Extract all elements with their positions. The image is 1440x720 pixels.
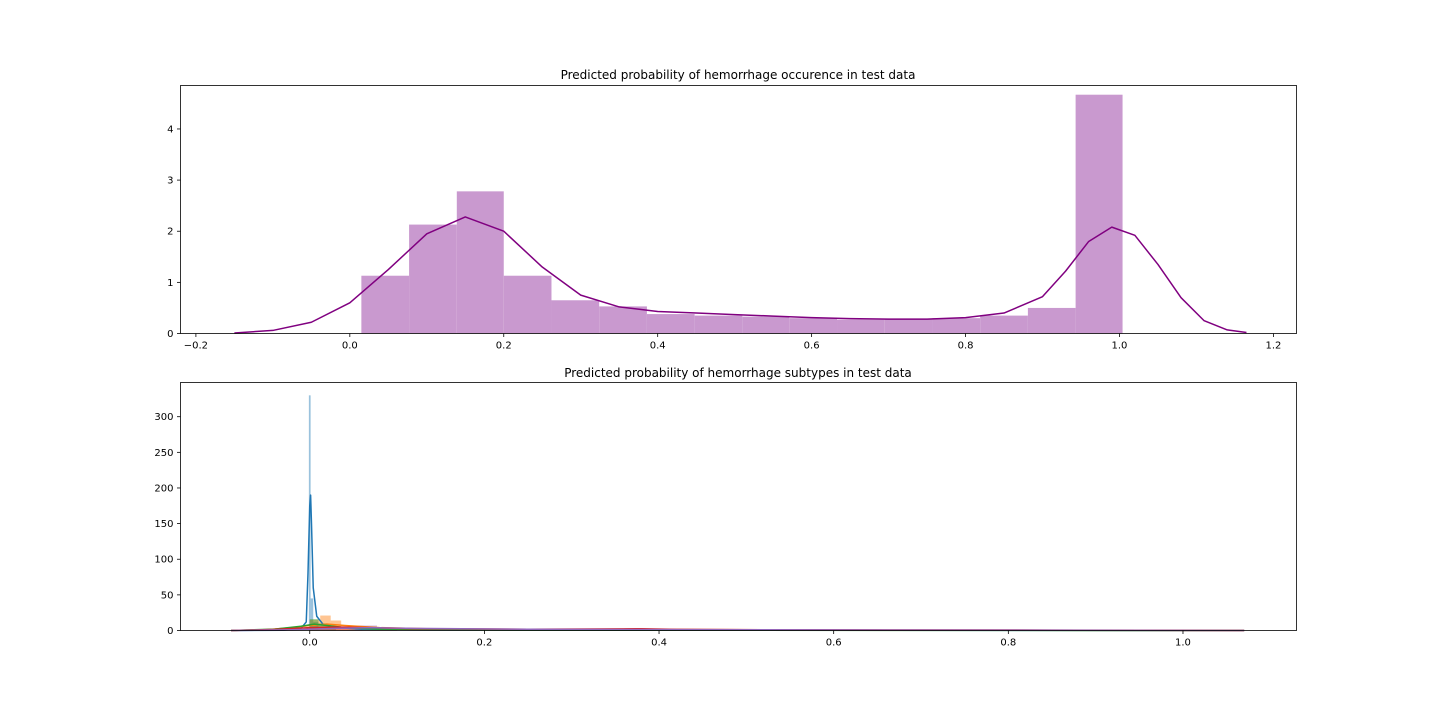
kde-line bbox=[234, 216, 1247, 334]
chart-title: Predicted probability of hemorrhage occu… bbox=[561, 68, 916, 82]
kde-line bbox=[231, 626, 1245, 632]
histogram-bar bbox=[884, 319, 933, 334]
y-tick-label: 250 bbox=[154, 448, 173, 459]
x-tick-label: 1.2 bbox=[1265, 341, 1281, 352]
y-tick-label: 2 bbox=[167, 227, 173, 238]
histogram-bar bbox=[551, 300, 600, 334]
chart-hemorrhage-subtypes: Predicted probability of hemorrhage subt… bbox=[154, 366, 1297, 649]
axes-frame bbox=[180, 382, 1297, 631]
histogram-bar bbox=[456, 191, 504, 334]
y-tick-label: 150 bbox=[154, 519, 173, 530]
histogram-bar bbox=[361, 275, 410, 334]
y-tick-label: 0 bbox=[167, 329, 173, 340]
x-tick-label: 0.0 bbox=[342, 341, 358, 352]
plot-area bbox=[234, 94, 1247, 334]
histogram-bar bbox=[837, 319, 885, 334]
x-tick-label: 0.0 bbox=[302, 638, 318, 649]
histogram-bar bbox=[932, 318, 981, 334]
axes-frame bbox=[180, 85, 1297, 334]
y-axis-ticks: 0 1 2 3 4 bbox=[167, 124, 181, 340]
x-tick-label: 0.2 bbox=[476, 638, 492, 649]
kde-line bbox=[231, 494, 1245, 632]
y-tick-label: 0 bbox=[167, 626, 173, 637]
x-tick-label: 0.6 bbox=[826, 638, 842, 649]
y-tick-label: 1 bbox=[167, 278, 173, 289]
histogram-bar bbox=[1075, 94, 1123, 334]
histogram-bar bbox=[646, 314, 695, 334]
x-tick-label: 0.8 bbox=[1000, 638, 1016, 649]
histogram-bar bbox=[980, 315, 1028, 334]
histogram-bar bbox=[742, 316, 790, 334]
x-tick-label: 0.4 bbox=[651, 638, 667, 649]
histogram-bar bbox=[310, 598, 314, 631]
x-tick-label: 0.8 bbox=[958, 341, 974, 352]
histogram-bar bbox=[694, 315, 743, 334]
x-tick-label: 0.6 bbox=[804, 341, 820, 352]
histogram-bar bbox=[599, 306, 647, 334]
histogram-bar bbox=[503, 275, 552, 334]
x-axis-ticks: −0.2 0.0 0.2 0.4 0.6 0.8 1.0 1.2 bbox=[184, 333, 1281, 352]
y-tick-label: 3 bbox=[167, 176, 173, 187]
histogram-bar bbox=[313, 621, 319, 631]
histogram-bar bbox=[1027, 307, 1076, 334]
x-tick-label: −0.2 bbox=[184, 341, 208, 352]
histogram-bar bbox=[789, 318, 838, 334]
x-tick-label: 0.4 bbox=[650, 341, 666, 352]
chart-title: Predicted probability of hemorrhage subt… bbox=[564, 366, 912, 380]
y-tick-label: 50 bbox=[161, 590, 174, 601]
y-tick-label: 100 bbox=[154, 555, 173, 566]
x-tick-label: 1.0 bbox=[1175, 638, 1191, 649]
histogram-bar bbox=[409, 224, 457, 334]
x-tick-label: 0.2 bbox=[496, 341, 512, 352]
x-tick-label: 1.0 bbox=[1112, 341, 1128, 352]
plot-area bbox=[231, 395, 1245, 632]
y-tick-label: 4 bbox=[167, 124, 173, 135]
chart-hemorrhage-occurrence: Predicted probability of hemorrhage occu… bbox=[167, 68, 1297, 352]
y-tick-label: 200 bbox=[154, 483, 173, 494]
y-tick-label: 300 bbox=[154, 412, 173, 423]
y-axis-ticks: 0 50 100 150 200 250 300 bbox=[154, 412, 181, 637]
histogram-bar bbox=[320, 615, 331, 631]
x-axis-ticks: 0.0 0.2 0.4 0.6 0.8 1.0 bbox=[302, 630, 1191, 649]
